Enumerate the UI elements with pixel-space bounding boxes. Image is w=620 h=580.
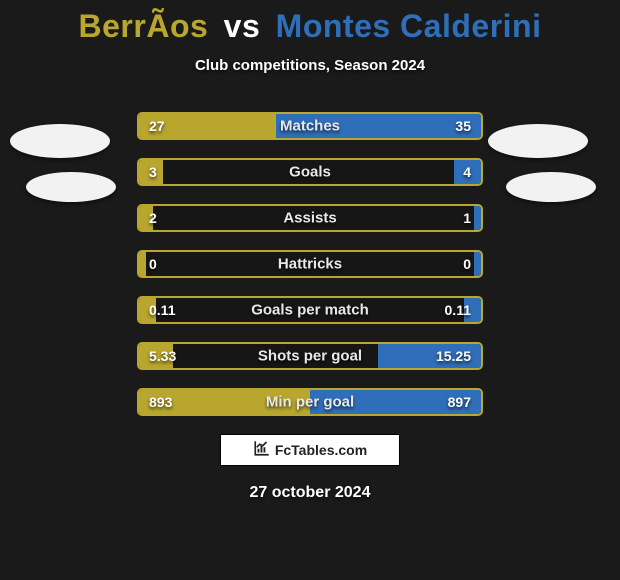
photo-placeholder	[26, 172, 116, 202]
stat-value-right: 35	[455, 118, 471, 134]
branding-text: FcTables.com	[275, 442, 367, 458]
stat-row: 0.11 0.11 Goals per match	[137, 296, 483, 324]
stat-value-right: 897	[448, 394, 471, 410]
stat-value-right: 0.11	[445, 302, 471, 318]
stat-value-right: 0	[463, 256, 471, 272]
stat-value-right: 1	[463, 210, 471, 226]
stat-label: Matches	[280, 118, 340, 135]
stat-fill-left	[139, 252, 146, 276]
stat-value-left: 27	[149, 118, 165, 134]
chart-icon	[253, 439, 271, 462]
stat-label: Goals	[289, 164, 331, 181]
photo-placeholder	[506, 172, 596, 202]
photo-placeholder	[10, 124, 110, 158]
stat-row: 5.33 15.25 Shots per goal	[137, 342, 483, 370]
stat-row: 27 35 Matches	[137, 112, 483, 140]
stat-fill-right	[474, 252, 481, 276]
title-player1: BerrÃ­os	[79, 8, 209, 44]
stat-label: Goals per match	[251, 302, 369, 319]
stat-value-right: 15.25	[436, 348, 471, 364]
stat-value-left: 2	[149, 210, 157, 226]
stat-row: 2 1 Assists	[137, 204, 483, 232]
subtitle: Club competitions, Season 2024	[0, 57, 620, 74]
stat-value-left: 3	[149, 164, 157, 180]
stat-value-left: 0	[149, 256, 157, 272]
stat-label: Assists	[283, 210, 336, 227]
stat-row: 0 0 Hattricks	[137, 250, 483, 278]
title-player2: Montes Calderini	[276, 8, 542, 44]
stat-label: Hattricks	[278, 256, 342, 273]
stat-bars: 27 35 Matches 3 4 Goals 2 1 Assists 0 0 Hattricks 0.…	[137, 112, 483, 416]
stat-value-right: 4	[463, 164, 471, 180]
stat-row: 893 897 Min per goal	[137, 388, 483, 416]
photo-placeholder	[488, 124, 588, 158]
stat-label: Shots per goal	[258, 348, 362, 365]
stat-value-left: 5.33	[149, 348, 176, 364]
comparison-stage: 27 35 Matches 3 4 Goals 2 1 Assists 0 0 Hattricks 0.…	[0, 112, 620, 416]
date-text: 27 october 2024	[0, 484, 620, 502]
stat-label: Min per goal	[266, 394, 354, 411]
stat-row: 3 4 Goals	[137, 158, 483, 186]
stat-value-left: 0.11	[149, 302, 175, 318]
page-title: BerrÃ­os vs Montes Calderini	[0, 0, 620, 45]
branding-badge: FcTables.com	[220, 434, 400, 466]
stat-value-left: 893	[149, 394, 172, 410]
title-vs: vs	[224, 8, 261, 44]
stat-fill-right	[474, 206, 481, 230]
